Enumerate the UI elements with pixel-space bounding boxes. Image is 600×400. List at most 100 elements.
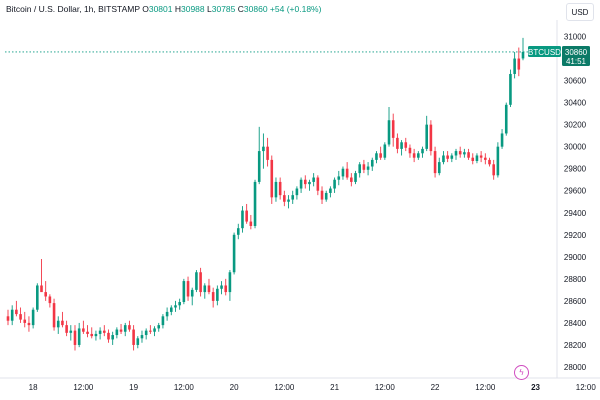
candle	[107, 329, 110, 343]
candle	[379, 146, 382, 160]
candle	[136, 336, 140, 349]
candle	[383, 142, 387, 160]
candle	[291, 190, 295, 204]
price-badge-countdown: 41:51	[566, 57, 587, 66]
candle	[358, 162, 362, 178]
candle	[316, 175, 320, 196]
y-tick-label: 28000	[564, 363, 587, 372]
candle	[199, 267, 202, 297]
candle	[400, 140, 403, 156]
y-tick-label: 30400	[564, 99, 587, 108]
candle	[513, 51, 516, 79]
y-tick-label: 29200	[564, 231, 587, 240]
candle	[161, 314, 165, 329]
candle	[52, 298, 56, 331]
candle	[471, 153, 475, 165]
y-tick-label: 28800	[564, 275, 587, 284]
candle	[333, 177, 336, 193]
candle	[266, 137, 269, 167]
close-label: C	[237, 4, 244, 14]
candle	[312, 173, 315, 187]
candle	[65, 320, 68, 337]
candle	[174, 300, 177, 312]
candle	[56, 316, 60, 334]
candle	[61, 311, 64, 328]
candle	[27, 316, 31, 332]
candle	[433, 146, 437, 178]
candle	[299, 177, 303, 193]
candle	[190, 287, 194, 306]
candle	[504, 102, 508, 136]
candle	[195, 270, 198, 293]
y-tick-label: 29600	[564, 187, 587, 196]
candle	[450, 153, 454, 163]
y-tick-label: 29800	[564, 165, 587, 174]
candle	[6, 309, 10, 326]
candle	[257, 126, 261, 185]
candle	[454, 148, 458, 160]
candle	[295, 186, 299, 200]
candle	[178, 298, 181, 310]
open-label: O	[142, 4, 149, 14]
candle	[350, 173, 353, 187]
candle	[186, 276, 190, 301]
candle	[303, 175, 307, 189]
candle	[73, 325, 77, 351]
time-axis[interactable]: 18 12:00 19 12:00 20 12:00 21 12:00 22 12:00 23 12:…	[29, 383, 597, 392]
candle	[249, 214, 253, 230]
x-tick-label: 23	[531, 383, 540, 392]
x-tick-label: 12:00	[274, 383, 295, 392]
candle	[274, 177, 278, 202]
candle	[111, 331, 114, 345]
candle	[69, 325, 73, 341]
candle	[412, 148, 416, 163]
candle	[391, 113, 395, 147]
candle	[132, 325, 135, 351]
candle	[475, 153, 479, 164]
candle	[488, 157, 491, 167]
candle	[479, 151, 483, 163]
x-tick-label: 12:00	[73, 383, 94, 392]
y-tick-label: 28200	[564, 341, 587, 350]
candle	[203, 283, 207, 299]
candle	[287, 195, 290, 209]
x-tick-label: 12:00	[375, 383, 396, 392]
candle	[370, 157, 374, 171]
y-tick-label: 30600	[564, 77, 587, 86]
y-tick-label: 29000	[564, 253, 587, 262]
y-tick-label: 30200	[564, 121, 587, 130]
candle	[144, 328, 148, 340]
candle	[103, 325, 106, 337]
candle	[253, 179, 257, 229]
candle	[140, 330, 144, 343]
candle	[320, 186, 324, 204]
candle	[216, 285, 219, 306]
candle	[10, 305, 14, 326]
candle	[119, 324, 123, 334]
candle	[341, 166, 345, 180]
currency-button[interactable]: USD	[566, 3, 594, 21]
candle	[82, 320, 85, 334]
candle	[521, 37, 525, 61]
x-tick-label: 12:00	[576, 383, 597, 392]
candle	[224, 278, 228, 296]
y-tick-label: 28400	[564, 319, 587, 328]
candle	[337, 170, 341, 186]
candle	[408, 144, 412, 158]
lightning-icon[interactable]: ϟ	[514, 365, 529, 380]
candle	[446, 151, 449, 163]
price-badge-price: 30860	[565, 48, 588, 57]
price-axis[interactable]: 28000 28200 28400 28600 28800 29000 29200 29400…	[564, 33, 587, 372]
candle	[278, 177, 282, 200]
candles	[6, 37, 525, 351]
candle	[463, 148, 466, 158]
close-value: 30860	[243, 4, 268, 14]
candle	[149, 325, 152, 334]
candle	[262, 133, 265, 169]
candle	[228, 270, 232, 301]
x-tick-label: 22	[431, 383, 440, 392]
candle	[509, 69, 512, 108]
y-tick-label: 29400	[564, 209, 587, 218]
candle	[404, 137, 408, 152]
